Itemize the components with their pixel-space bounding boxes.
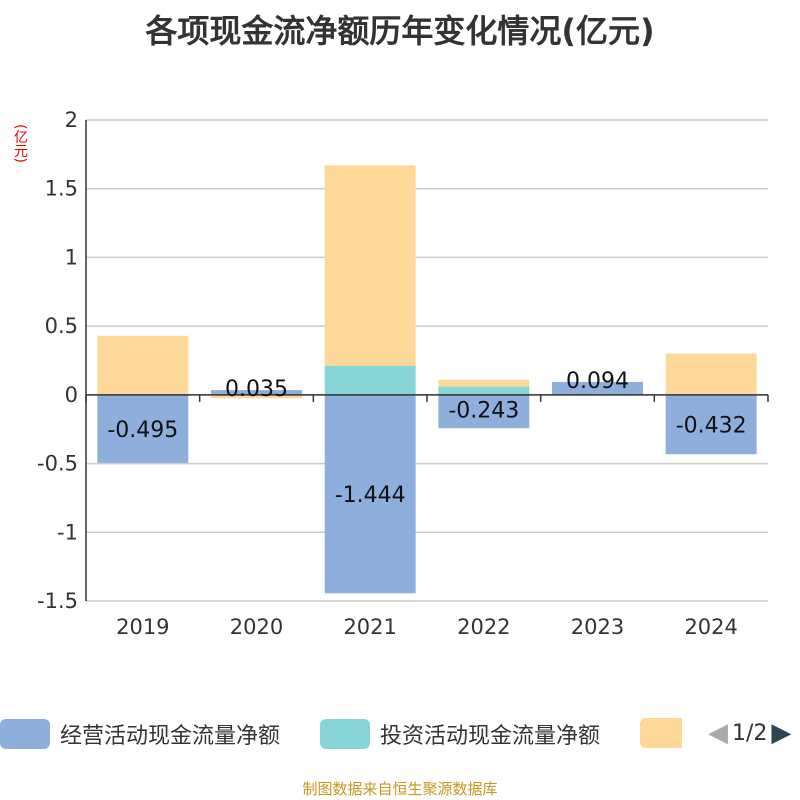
legend-swatch [320,719,370,749]
x-tick-label: 2023 [571,615,624,639]
legend-item-operating[interactable]: 经营活动现金流量净额 [0,718,280,750]
x-tick-label: 2019 [116,615,169,639]
y-tick-label: -0.5 [37,452,78,476]
legend-pager: 1/2 [732,720,768,746]
source-note: 制图数据来自恒生聚源数据库 [302,780,498,798]
bar-series2-2019[interactable] [97,335,189,395]
legend-swatch [640,718,682,748]
chart-title: 各项现金流净额历年变化情况(亿元) [145,12,655,50]
x-tick-label: 2020 [230,615,283,639]
legend-label: 投资活动现金流量净额 [380,724,601,749]
legend-prev-icon[interactable]: ◀ [708,718,728,748]
legend-item-investing[interactable]: 投资活动现金流量净额 [320,718,600,750]
x-tick-label: 2024 [684,615,737,639]
bar-series0-2021[interactable] [324,394,416,594]
y-tick-label: 1 [65,245,78,269]
data-label: -0.243 [448,399,519,424]
data-label: -0.495 [107,418,178,443]
bar-series0-2019[interactable] [97,394,189,463]
data-label: 0.094 [566,369,629,394]
legend-label: 经营活动现金流量净额 [60,724,281,749]
data-label: -0.432 [676,414,747,439]
y-tick-label: 2 [65,108,78,132]
bar-series0-2024[interactable] [665,394,757,455]
data-label: -1.444 [335,483,406,508]
bar-series0-2022[interactable] [438,394,530,429]
bar-series0-2020[interactable] [211,390,302,395]
legend-swatch [0,719,50,749]
bar-series0-2023[interactable] [552,381,643,395]
y-tick-label: 1.5 [45,177,78,201]
y-axis-label: (亿元) [12,124,28,163]
y-tick-label: 0 [65,383,78,407]
y-tick-label: -1.5 [37,589,78,613]
x-tick-label: 2021 [343,615,396,639]
bar-series2-2021[interactable] [324,165,416,366]
bar-series2-2022[interactable] [438,379,530,387]
x-tick-label: 2022 [457,615,510,639]
legend-item-financing[interactable]: ◀ 1/2 ▶ [640,718,791,748]
y-tick-label: -1 [57,520,78,544]
y-tick-label: 0.5 [45,314,78,338]
bar-series2-2024[interactable] [665,353,757,395]
bar-series2-2020[interactable] [211,394,302,399]
data-label: 0.035 [225,377,288,402]
legend-next-icon[interactable]: ▶ [771,718,792,748]
bar-series1-2022[interactable] [438,386,530,395]
bar-series1-2021[interactable] [324,365,416,395]
